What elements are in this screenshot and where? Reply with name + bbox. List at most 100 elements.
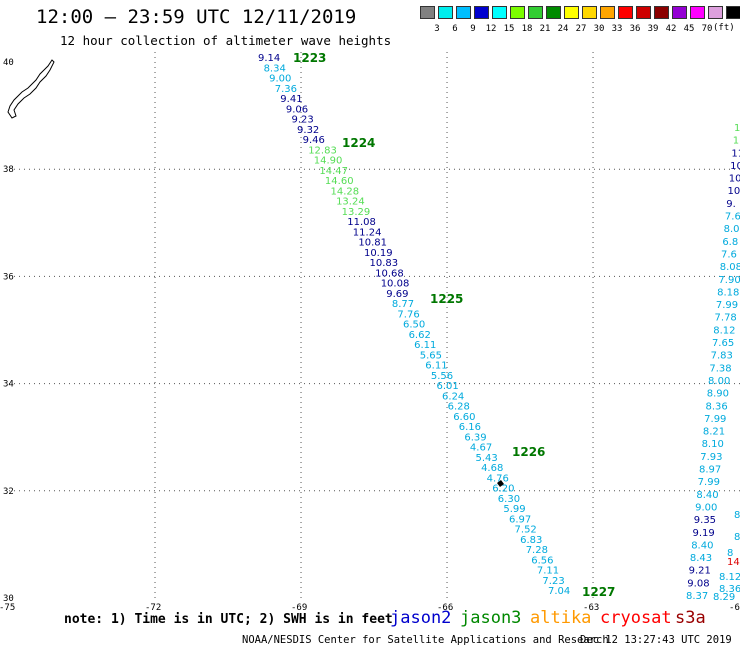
page-subtitle: 12 hour collection of altimeter wave hei… bbox=[60, 33, 392, 48]
swh-value: 9.69 bbox=[386, 289, 408, 300]
legend-swatch bbox=[528, 6, 543, 19]
swh-value: 7.04 bbox=[548, 586, 570, 597]
time-label: 1227 bbox=[582, 585, 615, 599]
swh-value: 10.08 bbox=[381, 279, 410, 290]
swh-value: 7.28 bbox=[526, 545, 548, 556]
swh-value-right: 8.97 bbox=[699, 465, 721, 476]
swh-value-right: 7.90 bbox=[718, 275, 740, 286]
footer-note: note: 1) Time is in UTC; 2) SWH is in fe… bbox=[64, 612, 393, 627]
swh-value-right: 8.21 bbox=[703, 427, 725, 438]
swh-value: 11.08 bbox=[347, 217, 376, 228]
swh-value-right: 9.08 bbox=[687, 578, 709, 589]
legend-swatch bbox=[690, 6, 705, 19]
swh-value-edge: 8 bbox=[734, 510, 740, 521]
swh-value: 6.62 bbox=[409, 330, 431, 341]
legend-swatch bbox=[618, 6, 633, 19]
swh-value: 10.83 bbox=[370, 258, 399, 269]
swh-value: 8.34 bbox=[264, 63, 286, 74]
swh-value-right: 9.21 bbox=[689, 566, 711, 577]
lat-label: 34 bbox=[3, 380, 14, 390]
lon-label: -60 bbox=[729, 603, 740, 613]
swh-value-edge: 8 bbox=[734, 532, 740, 543]
swh-value-right: 9.35 bbox=[694, 515, 716, 526]
legend-swatch bbox=[510, 6, 525, 19]
lon-label: -75 bbox=[0, 603, 15, 613]
swh-value: 9.14 bbox=[258, 53, 280, 64]
legend-swatch bbox=[492, 6, 507, 19]
swh-value: 9.06 bbox=[286, 104, 308, 115]
swh-value: 6.11 bbox=[414, 340, 436, 351]
swh-value: 14.47 bbox=[319, 166, 348, 177]
swh-value-right: 7.99 bbox=[698, 477, 720, 488]
swh-value-right: 9.00 bbox=[695, 502, 717, 513]
legend-swatch bbox=[456, 6, 471, 19]
swh-value-right: 7.65 bbox=[712, 338, 734, 349]
swh-value-right: 7.6 bbox=[721, 249, 737, 260]
legend-swatch bbox=[546, 6, 561, 19]
legend-swatch bbox=[564, 6, 579, 19]
swh-value-right: 8.0 bbox=[724, 224, 740, 235]
swh-value-edge: 8 bbox=[727, 548, 733, 559]
time-label: 1226 bbox=[512, 445, 545, 459]
swh-value-right: 8.90 bbox=[707, 389, 729, 400]
swh-value-right: 7.99 bbox=[704, 414, 726, 425]
swh-value-right: 7.83 bbox=[711, 351, 733, 362]
swh-value: 10.81 bbox=[358, 238, 387, 249]
swh-value: 5.99 bbox=[503, 504, 525, 515]
satellite-jason3: jason3 bbox=[460, 608, 522, 628]
legend-label: 70 bbox=[701, 24, 713, 34]
legend-swatch bbox=[474, 6, 489, 19]
swh-value-right: 8.12 bbox=[713, 325, 735, 336]
legend-label: 27 bbox=[575, 24, 587, 34]
swh-value: 6.01 bbox=[436, 381, 458, 392]
legend-swatch bbox=[726, 6, 740, 19]
swh-value-right: 9.19 bbox=[692, 528, 714, 539]
swh-value: 10.68 bbox=[375, 268, 404, 279]
satellite-altika: altika bbox=[530, 608, 592, 628]
swh-value: 13.24 bbox=[336, 197, 365, 208]
legend-label: 18 bbox=[521, 24, 533, 34]
legend-swatch bbox=[708, 6, 723, 19]
swh-value: 6.50 bbox=[403, 320, 425, 331]
satellite-cryosat: cryosat bbox=[600, 608, 672, 628]
swh-value-right: 8.40 bbox=[691, 540, 713, 551]
swh-value: 9.00 bbox=[269, 74, 291, 85]
legend-label: 33 bbox=[611, 24, 623, 34]
swh-value: 14.28 bbox=[331, 186, 360, 197]
swh-value-right: 8.43 bbox=[690, 553, 712, 564]
time-label: 1224 bbox=[342, 136, 375, 150]
satellite-s3a: s3a bbox=[675, 608, 706, 628]
legend-label: 21 bbox=[539, 24, 551, 34]
lat-label: 38 bbox=[3, 165, 14, 175]
swh-value-right: 9. bbox=[726, 199, 736, 210]
swh-value-right: 6.8 bbox=[722, 237, 738, 248]
swh-value: 10.19 bbox=[364, 248, 393, 259]
legend-label: 24 bbox=[557, 24, 569, 34]
time-label: 1223 bbox=[293, 51, 326, 65]
legend-unit: (ft) bbox=[713, 23, 735, 33]
swh-value-edge: 8.12 bbox=[719, 572, 740, 583]
swh-value-right: 8.10 bbox=[702, 439, 724, 450]
swh-value: 6.97 bbox=[509, 514, 531, 525]
swh-value-right: 7.6 bbox=[725, 212, 740, 223]
swh-value-right: 7.99 bbox=[716, 300, 738, 311]
swh-value: 4.68 bbox=[481, 463, 503, 474]
swh-value-right: 8.08 bbox=[720, 262, 740, 273]
legend-label: 42 bbox=[665, 24, 677, 34]
swh-value: 9.32 bbox=[297, 125, 319, 136]
swh-value-right: 7.78 bbox=[715, 313, 737, 324]
swh-value: 7.52 bbox=[515, 525, 537, 536]
page-title: 12:00 – 23:59 UTC 12/11/2019 bbox=[36, 6, 357, 28]
swh-value: 6.39 bbox=[464, 432, 486, 443]
swh-value-right: 7.93 bbox=[700, 452, 722, 463]
swh-value-right: 8.18 bbox=[717, 287, 739, 298]
timestamp: Dec 12 13:27:43 UTC 2019 bbox=[580, 634, 732, 646]
legend-label: 45 bbox=[683, 24, 695, 34]
swh-value: 6.28 bbox=[448, 402, 470, 413]
swh-value: 6.56 bbox=[531, 555, 553, 566]
swh-value: 6.11 bbox=[425, 361, 447, 372]
legend-label: 12 bbox=[485, 24, 497, 34]
legend-swatch bbox=[636, 6, 651, 19]
swh-value-right: 10 bbox=[730, 161, 740, 172]
swh-value-right: 1. bbox=[733, 136, 740, 147]
